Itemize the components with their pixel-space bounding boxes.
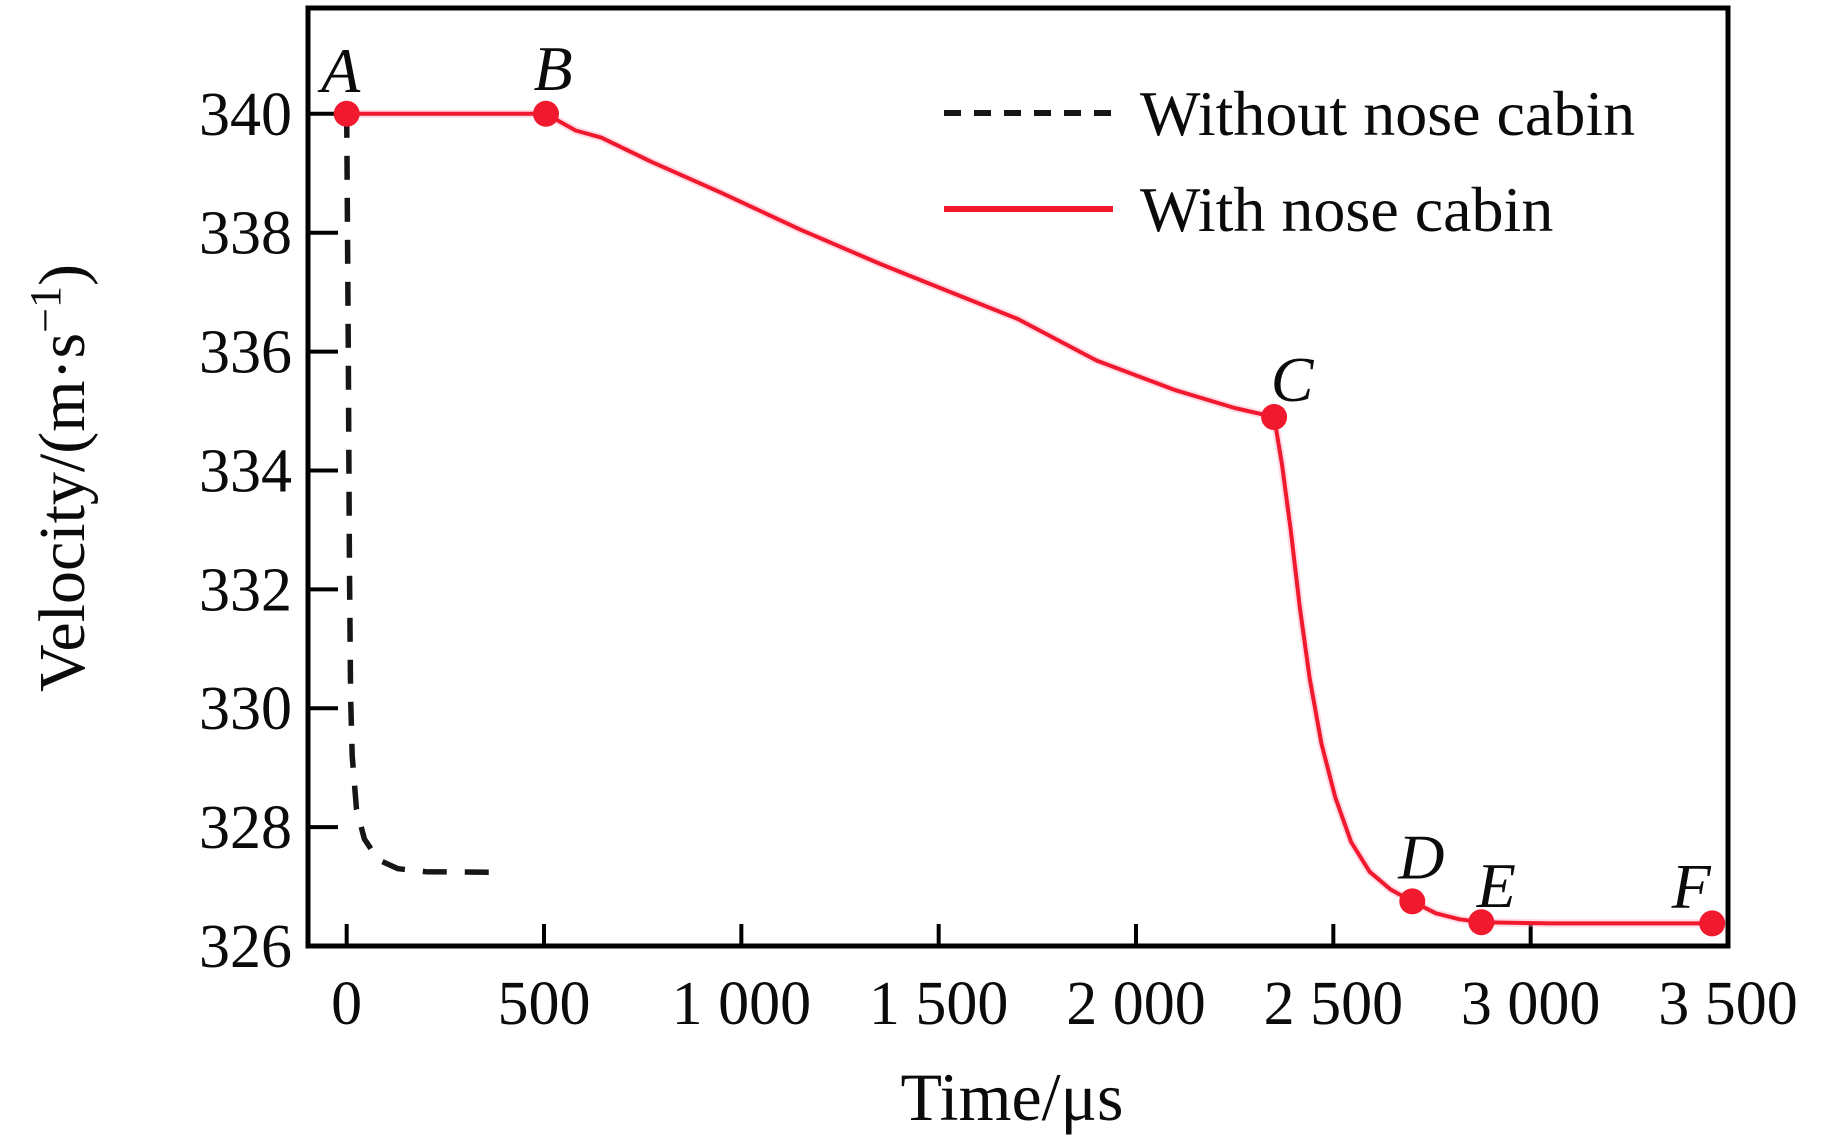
y-tick-label: 328 (199, 794, 292, 862)
marker-label-D: D (1397, 821, 1444, 892)
x-tick-label: 3 500 (1658, 970, 1798, 1038)
x-axis-title: Time/μs (901, 1059, 1124, 1135)
y-axis-title: Velocity/(m·s−1) (21, 264, 99, 692)
marker-dot-B (533, 100, 559, 127)
y-tick-label: 340 (199, 81, 292, 149)
y-tick-label: 336 (199, 319, 292, 387)
y-tick-label: 330 (199, 675, 292, 743)
series-without-nose-cabin (343, 113, 499, 876)
x-tick-label: 1 500 (869, 970, 1009, 1038)
marker-label-A: A (317, 35, 361, 106)
marker-dot-F (1699, 910, 1726, 937)
marker-label-F: F (1671, 850, 1712, 921)
legend-label-without-nose-cabin: Without nose cabin (1140, 78, 1635, 149)
y-tick-label: 332 (199, 556, 292, 624)
y-tick-label: 326 (199, 913, 292, 981)
marker-dot-A (333, 100, 360, 127)
x-tick-label: 3 000 (1461, 970, 1601, 1038)
legend-label-with-nose-cabin: With nose cabin (1140, 174, 1553, 245)
x-tick-label: 2 000 (1066, 970, 1206, 1038)
plot-border (305, 5, 1731, 949)
x-tick-label: 1 000 (672, 970, 812, 1038)
marker-dot-E (1468, 909, 1495, 936)
marker-label-E: E (1476, 850, 1516, 921)
marker-dot-D (1399, 888, 1426, 915)
x-tick-label: 2 500 (1264, 970, 1404, 1038)
x-tick-label: 500 (498, 970, 591, 1038)
marker-dot-C (1261, 404, 1288, 430)
y-tick-label: 338 (199, 200, 292, 268)
marker-label-C: C (1271, 344, 1315, 415)
y-tick-label: 334 (199, 437, 292, 505)
marker-label-B: B (533, 33, 572, 104)
x-tick-label: 0 (331, 970, 362, 1038)
